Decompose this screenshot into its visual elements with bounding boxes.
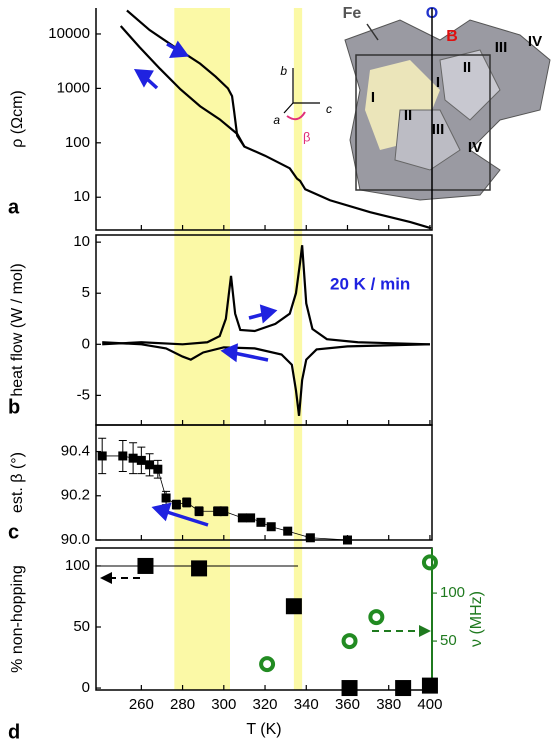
inset-label: III: [495, 39, 508, 56]
x-tick-label: 320: [253, 696, 278, 713]
point: [195, 507, 204, 516]
x-tick-label: 380: [376, 696, 401, 713]
x-tick-label: 400: [417, 696, 442, 713]
y2-label: ν (MHz): [468, 591, 485, 647]
y-tick-label: 10: [73, 233, 90, 250]
annotation: 20 K / min: [330, 274, 410, 293]
y-tick-label: -5: [77, 386, 90, 403]
shaded-band: [294, 8, 302, 690]
inset-label: I: [371, 89, 375, 106]
y-tick-label: 10: [73, 188, 90, 205]
inset-label: IV: [528, 33, 542, 50]
bands: [174, 8, 302, 690]
point: [246, 513, 255, 522]
arrow: [234, 353, 268, 360]
y-tick-label: 0: [82, 679, 90, 696]
y-tick-label: 10000: [48, 25, 90, 42]
y-tick-label: 90.4: [61, 443, 90, 460]
panel-label: a: [8, 196, 20, 218]
x-tick-label: 260: [129, 696, 154, 713]
inset-label: B: [446, 28, 458, 45]
y-tick-label: 5: [82, 284, 90, 301]
axis-arrow: [284, 103, 293, 113]
point: [219, 507, 228, 516]
point: [153, 465, 162, 474]
y-axis-label: est. β (°): [9, 452, 26, 513]
point: [182, 498, 191, 507]
y-axis-label: % non-hopping: [9, 565, 26, 673]
x-tick-label: 340: [294, 696, 319, 713]
inset-label: III: [432, 121, 445, 138]
y-axis-label: ρ (Ωcm): [9, 90, 26, 148]
point: [422, 678, 438, 694]
inset-label: I: [436, 74, 440, 91]
point: [172, 500, 181, 509]
figure: FeOBIIIIIIIIIIVIIIIV b a c β 10100100010…: [0, 0, 558, 747]
y-tick-label: 0: [82, 335, 90, 352]
dashed-arrows: [100, 572, 431, 637]
point: [370, 611, 382, 623]
curve: [102, 245, 430, 344]
point: [238, 513, 247, 522]
curve: [102, 342, 430, 416]
point: [306, 533, 315, 542]
point: [162, 493, 171, 502]
arrow-head: [262, 307, 274, 320]
point: [256, 518, 265, 527]
inset-label: II: [404, 107, 412, 124]
structure-inset: [345, 20, 550, 200]
point: [261, 658, 273, 670]
point: [283, 527, 292, 536]
frame: [96, 235, 432, 425]
inset-label: II: [463, 59, 471, 76]
point: [145, 460, 154, 469]
panel-label: c: [8, 521, 19, 543]
y-tick-label: 90.2: [61, 487, 90, 504]
point: [342, 680, 358, 696]
point: [343, 536, 352, 545]
arrow-head: [155, 505, 169, 518]
point: [137, 456, 146, 465]
point: [98, 451, 107, 460]
point: [424, 556, 436, 568]
point: [267, 522, 276, 531]
y-tick-label: 1000: [57, 79, 90, 96]
y-tick-label: 100: [65, 557, 90, 574]
x-tick-label: 360: [335, 696, 360, 713]
point: [395, 680, 411, 696]
inset-label: Fe: [343, 5, 362, 22]
inset-label: IV: [468, 139, 482, 156]
point: [118, 451, 127, 460]
arrow-head: [100, 572, 112, 584]
axis-label: c: [326, 102, 332, 116]
axis-label: β: [303, 129, 310, 144]
x-tick-label: 300: [211, 696, 236, 713]
x-axis-label: T (K): [246, 721, 281, 738]
y-tick-label: 90.0: [61, 531, 90, 548]
y2-tick-label: 100: [440, 584, 465, 601]
panel-label: d: [8, 721, 20, 743]
x-tick-label: 280: [170, 696, 195, 713]
axis-label: a: [273, 113, 280, 127]
y-tick-label: 100: [65, 134, 90, 151]
axis-label: b: [280, 64, 287, 78]
point: [129, 454, 138, 463]
point: [191, 560, 207, 576]
panel-label: b: [8, 396, 20, 418]
y-tick-label: 50: [73, 618, 90, 635]
point: [286, 598, 302, 614]
y2-tick-label: 50: [440, 632, 457, 649]
point: [344, 635, 356, 647]
arrow-head: [419, 625, 431, 637]
y-axis-label: heat flow (W / mol): [9, 263, 26, 396]
